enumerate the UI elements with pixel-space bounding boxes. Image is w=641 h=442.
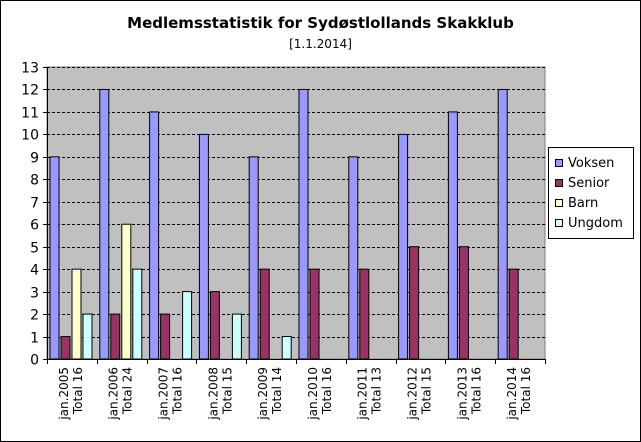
legend-swatch [555,219,563,227]
bar-ungdom-jan.2007 [182,291,193,360]
bar-senior-jan.2014 [508,268,519,360]
x-category-label: Total 15 [420,367,434,415]
bar-voksen-jan.2013 [447,111,458,360]
x-category-label: jan.2009 [256,367,270,421]
legend-label: Barn [568,195,599,211]
y-tick-label: 5 [30,241,39,257]
y-tick-label: 9 [30,151,39,167]
y-tick-label: 0 [30,353,39,369]
legend-swatch [555,159,563,167]
legend-item-voksen: Voksen [555,154,614,172]
bar-voksen-jan.2008 [198,133,209,360]
y-tick-label: 10 [21,128,39,144]
legend-item-ungdom: Ungdom [555,214,623,232]
x-category-label: Total 16 [171,367,185,415]
x-category-label: Total 14 [270,367,284,415]
bar-voksen-jan.2005 [49,156,60,360]
bar-barn-jan.2006 [121,223,132,360]
x-category-label: jan.2008 [206,367,220,421]
bar-voksen-jan.2007 [149,111,160,360]
legend: Voksen Senior Barn Ungdom [548,147,634,239]
bar-senior-jan.2007 [160,313,171,360]
bar-ungdom-jan.2005 [82,313,93,360]
x-category-label: jan.2007 [157,367,171,421]
bar-barn-jan.2005 [71,268,82,360]
chart-title: Medlemsstatistik for Sydøstlollands Skak… [127,14,514,32]
y-tick-label: 12 [21,83,39,99]
legend-swatch [555,199,563,207]
x-category-label: jan.2005 [57,367,71,421]
bar-voksen-jan.2006 [99,88,110,360]
legend-item-senior: Senior [555,174,609,192]
bar-senior-jan.2008 [209,291,220,360]
bar-voksen-jan.2011 [348,156,359,360]
bar-ungdom-jan.2008 [231,313,242,360]
bar-ungdom-jan.2006 [132,268,143,360]
bar-senior-jan.2011 [359,268,370,360]
bar-senior-jan.2006 [110,313,121,360]
x-category-label: Total 13 [370,367,384,415]
y-tick-label: 3 [30,286,39,302]
legend-label: Voksen [568,155,615,171]
legend-item-barn: Barn [555,194,598,212]
legend-label: Ungdom [568,215,623,231]
x-category-label: jan.2010 [306,367,320,421]
bar-senior-jan.2013 [458,246,469,360]
x-category-label: Total 15 [220,367,234,415]
bar-senior-jan.2012 [409,246,420,360]
x-category-label: jan.2011 [356,367,370,421]
x-category-label: jan.2014 [505,367,519,421]
bar-senior-jan.2009 [259,268,270,360]
x-category-label: jan.2006 [107,367,121,421]
legend-swatch [555,179,563,187]
x-category-label: jan.2013 [455,367,469,421]
legend-label: Senior [568,175,610,191]
y-tick-label: 8 [30,173,39,189]
x-category-label: Total 16 [469,367,483,415]
bar-voksen-jan.2009 [248,156,259,360]
bar-voksen-jan.2014 [497,88,508,360]
y-tick-label: 4 [30,263,39,279]
x-category-label: Total 16 [519,367,533,415]
bar-senior-jan.2010 [309,268,320,360]
y-tick-label: 6 [30,218,39,234]
chart-subtitle: [1.1.2014] [289,37,352,51]
x-category-label: Total 16 [320,367,334,415]
y-tick-label: 1 [30,331,39,347]
y-tick-label: 11 [21,106,39,122]
x-category-label: Total 24 [121,367,135,415]
bar-voksen-jan.2010 [298,88,309,360]
bar-voksen-jan.2012 [398,133,409,360]
y-tick-label: 7 [30,196,39,212]
x-category-label: jan.2012 [406,367,420,421]
bar-senior-jan.2005 [60,336,71,360]
x-category-label: Total 16 [71,367,85,415]
y-tick-label: 13 [21,61,39,77]
y-tick-label: 2 [30,308,39,324]
bar-ungdom-jan.2009 [281,336,292,360]
